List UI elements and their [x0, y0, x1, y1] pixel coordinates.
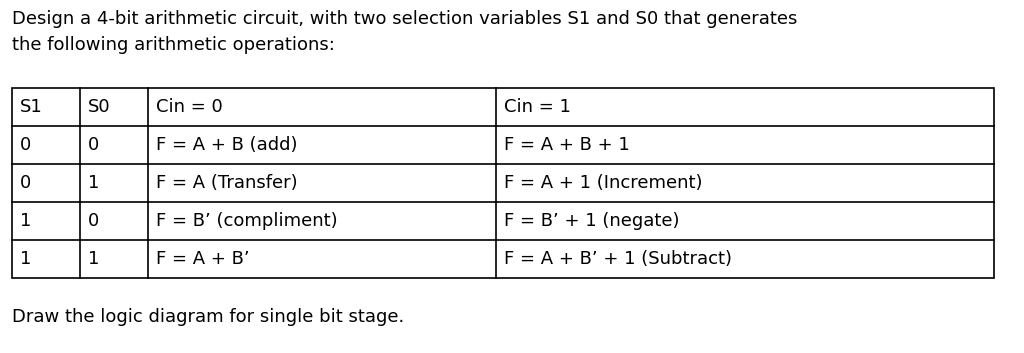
Text: F = A + B (add): F = A + B (add): [156, 136, 298, 154]
Text: Cin = 1: Cin = 1: [504, 98, 570, 116]
Text: 1: 1: [20, 212, 32, 230]
Text: F = A + 1 (Increment): F = A + 1 (Increment): [504, 174, 702, 192]
Text: 1: 1: [20, 250, 32, 268]
Bar: [12, 88, 994, 278]
Text: Draw the logic diagram for single bit stage.: Draw the logic diagram for single bit st…: [12, 308, 404, 326]
Text: 0: 0: [20, 136, 32, 154]
Text: F = B’ + 1 (negate): F = B’ + 1 (negate): [504, 212, 680, 230]
Text: 0: 0: [88, 136, 99, 154]
Text: F = A (Transfer): F = A (Transfer): [156, 174, 298, 192]
Text: 1: 1: [88, 174, 99, 192]
Text: 0: 0: [88, 212, 99, 230]
Text: F = A + B’: F = A + B’: [156, 250, 250, 268]
Text: S0: S0: [88, 98, 111, 116]
Text: Design a 4-bit arithmetic circuit, with two selection variables S1 and S0 that g: Design a 4-bit arithmetic circuit, with …: [12, 10, 798, 28]
Text: 1: 1: [88, 250, 99, 268]
Text: S1: S1: [20, 98, 43, 116]
Text: F = A + B + 1: F = A + B + 1: [504, 136, 630, 154]
Text: 0: 0: [20, 174, 32, 192]
Text: F = B’ (compliment): F = B’ (compliment): [156, 212, 338, 230]
Text: the following arithmetic operations:: the following arithmetic operations:: [12, 36, 335, 54]
Text: F = A + B’ + 1 (Subtract): F = A + B’ + 1 (Subtract): [504, 250, 732, 268]
Text: Cin = 0: Cin = 0: [156, 98, 223, 116]
